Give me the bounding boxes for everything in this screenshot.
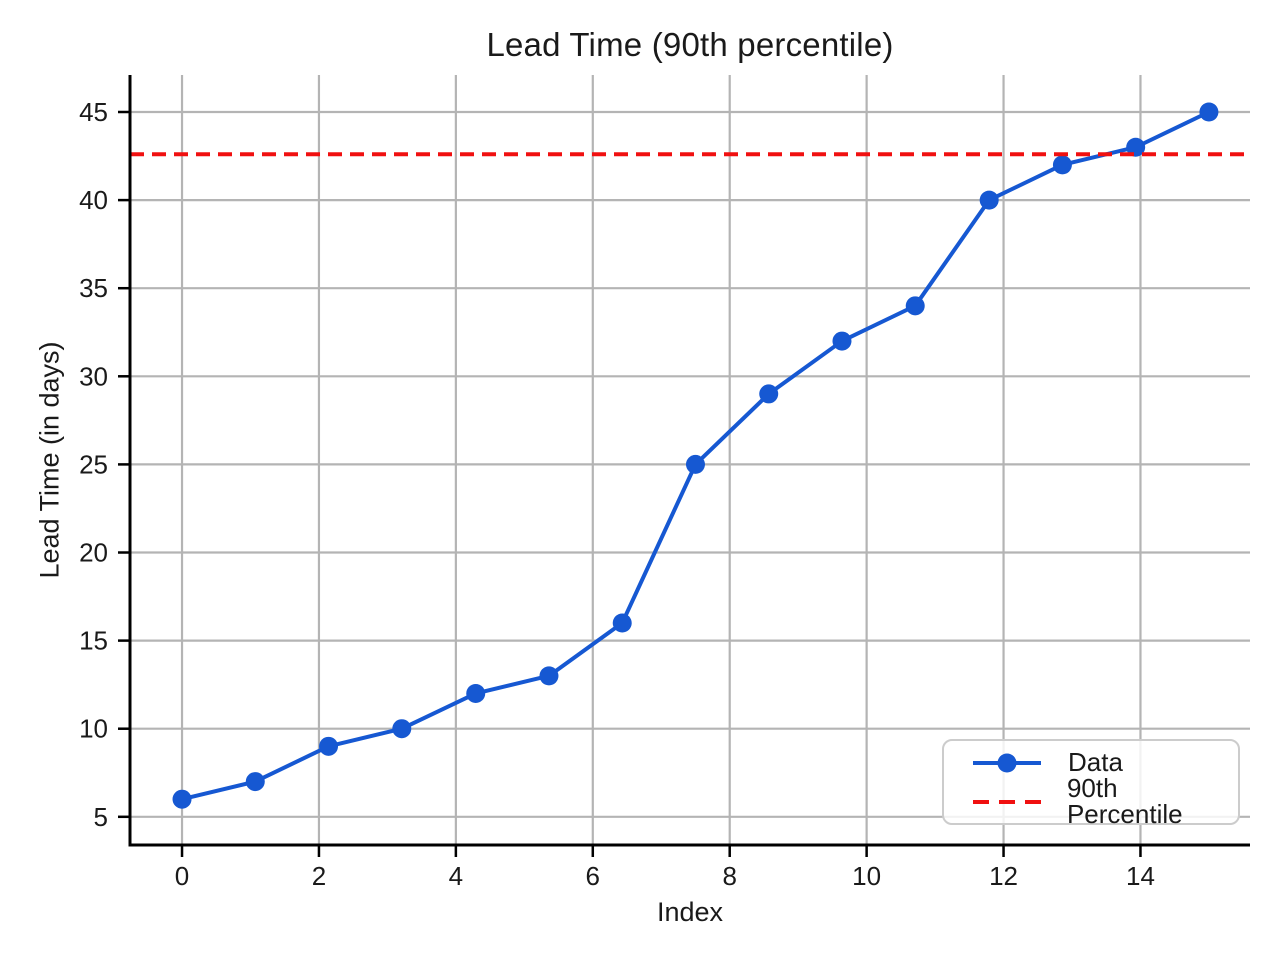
y-tick-label: 45 (79, 97, 108, 127)
legend-item-percentile: 90th Percentile (970, 775, 1238, 827)
data-point-marker (539, 666, 559, 686)
y-tick-label: 20 (79, 538, 108, 568)
data-point-marker (832, 331, 852, 351)
y-tick-label: 5 (94, 802, 108, 832)
y-tick-label: 30 (79, 361, 108, 391)
data-point-marker (392, 719, 412, 739)
axes-spines (128, 75, 1250, 847)
gridlines (130, 75, 1250, 845)
y-tick-label: 15 (79, 626, 108, 656)
tick-labels: 0 2 4 6 8 10 12 14 5 10 15 20 25 30 35 40 45 (79, 97, 1155, 891)
x-tick-label: 8 (722, 861, 736, 891)
data-point-marker (612, 613, 632, 633)
x-axis-label: Index (656, 897, 724, 927)
data-point-marker (1052, 155, 1072, 175)
data-line-sample-icon (973, 753, 1041, 772)
data-point-marker (172, 789, 192, 809)
x-tick-label: 0 (175, 861, 189, 891)
x-tick-label: 10 (852, 861, 881, 891)
legend-item-data: Data (970, 747, 1238, 779)
y-tick-label: 25 (79, 449, 108, 479)
data-point-marker (905, 296, 925, 316)
x-tick-label: 6 (586, 861, 600, 891)
percentile-line-sample-icon (973, 799, 1041, 804)
data-point-marker (245, 772, 265, 792)
legend-label-percentile: 90th Percentile (1066, 772, 1183, 829)
y-tick-label: 10 (79, 714, 108, 744)
legend-label-data: Data (1068, 746, 1123, 777)
data-point-marker (466, 683, 486, 703)
y-axis-label: Lead Time (in days) (34, 341, 65, 579)
chart-title: Lead Time (90th percentile) (486, 26, 894, 63)
data-point-marker (1126, 137, 1146, 157)
data-point-marker (1199, 102, 1219, 122)
x-tick-label: 4 (449, 861, 463, 891)
data-point-marker (319, 736, 339, 756)
data-point-marker (979, 190, 999, 210)
axis-ticks (118, 110, 1142, 857)
legend-box: Data 90th Percentile (942, 739, 1240, 827)
data-point-marker (759, 384, 779, 404)
y-tick-label: 35 (79, 273, 108, 303)
x-tick-label: 12 (989, 861, 1018, 891)
y-tick-label: 40 (79, 185, 108, 215)
x-tick-label: 14 (1126, 861, 1155, 891)
data-series (172, 102, 1219, 809)
x-tick-label: 2 (312, 861, 326, 891)
data-point-marker (685, 454, 705, 474)
